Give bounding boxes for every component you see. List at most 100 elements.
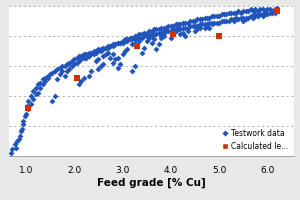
- Point: [147, 34, 152, 38]
- Point: [217, 34, 221, 38]
- Point: [202, 16, 207, 19]
- Point: [152, 28, 156, 31]
- Point: [214, 14, 219, 18]
- Point: [115, 41, 120, 44]
- Point: [147, 29, 152, 33]
- Point: [200, 18, 205, 21]
- Point: [31, 89, 36, 93]
- Point: [103, 46, 108, 49]
- Point: [190, 19, 195, 23]
- Point: [64, 69, 69, 73]
- Point: [115, 41, 120, 44]
- Point: [23, 113, 28, 116]
- Point: [43, 76, 48, 79]
- Point: [57, 73, 62, 76]
- Point: [193, 24, 197, 28]
- Point: [178, 23, 183, 26]
- Point: [135, 44, 140, 48]
- Point: [229, 18, 234, 21]
- Point: [272, 11, 277, 14]
- Point: [258, 8, 262, 11]
- Point: [120, 39, 125, 43]
- Point: [48, 73, 52, 76]
- Point: [262, 9, 267, 13]
- Point: [188, 19, 193, 23]
- Point: [9, 151, 14, 154]
- Point: [106, 44, 110, 48]
- Point: [205, 24, 209, 28]
- Point: [10, 148, 15, 151]
- Point: [21, 123, 26, 126]
- Point: [234, 18, 239, 21]
- Point: [171, 33, 176, 36]
- Point: [176, 23, 181, 26]
- Point: [265, 8, 270, 11]
- Point: [137, 39, 142, 43]
- Point: [267, 8, 272, 11]
- Point: [130, 43, 135, 46]
- Point: [25, 104, 29, 108]
- Point: [156, 43, 161, 46]
- Point: [197, 23, 202, 26]
- Point: [238, 16, 243, 19]
- Point: [161, 26, 166, 29]
- Point: [253, 8, 258, 11]
- Point: [28, 103, 33, 106]
- Point: [94, 49, 98, 53]
- Point: [164, 26, 168, 29]
- Point: [132, 38, 137, 41]
- Point: [226, 11, 231, 14]
- Point: [262, 13, 267, 16]
- Point: [14, 146, 19, 149]
- Point: [31, 98, 36, 101]
- Point: [113, 43, 118, 46]
- Point: [62, 64, 67, 68]
- Point: [231, 19, 236, 23]
- Point: [86, 74, 91, 78]
- Point: [132, 34, 137, 38]
- Point: [62, 74, 67, 78]
- Point: [159, 31, 164, 34]
- Point: [267, 11, 272, 14]
- Point: [113, 43, 118, 46]
- Point: [209, 23, 214, 26]
- Point: [229, 11, 234, 14]
- Point: [166, 29, 171, 33]
- Point: [101, 54, 106, 58]
- Point: [209, 21, 214, 24]
- Point: [173, 29, 178, 33]
- Point: [159, 34, 164, 38]
- Point: [212, 14, 217, 18]
- Point: [40, 78, 45, 81]
- Point: [130, 69, 135, 73]
- Point: [195, 24, 200, 28]
- Point: [231, 18, 236, 21]
- Point: [262, 13, 267, 16]
- Point: [21, 119, 26, 123]
- Point: [72, 58, 76, 61]
- Point: [156, 28, 161, 31]
- Point: [110, 43, 115, 46]
- Point: [106, 51, 110, 54]
- Point: [243, 9, 248, 13]
- Point: [84, 53, 89, 56]
- Point: [18, 134, 22, 138]
- Point: [193, 29, 197, 33]
- Point: [209, 14, 214, 18]
- Point: [205, 16, 209, 19]
- Point: [110, 44, 115, 48]
- Point: [224, 19, 229, 23]
- Point: [149, 33, 154, 36]
- Point: [74, 56, 79, 59]
- Point: [86, 54, 91, 58]
- Point: [207, 16, 212, 19]
- Point: [253, 14, 258, 18]
- Point: [135, 36, 140, 39]
- Point: [135, 34, 140, 38]
- Point: [217, 21, 221, 24]
- Point: [168, 29, 173, 33]
- Point: [98, 64, 103, 68]
- Point: [253, 13, 258, 16]
- Point: [231, 11, 236, 14]
- Point: [82, 53, 86, 56]
